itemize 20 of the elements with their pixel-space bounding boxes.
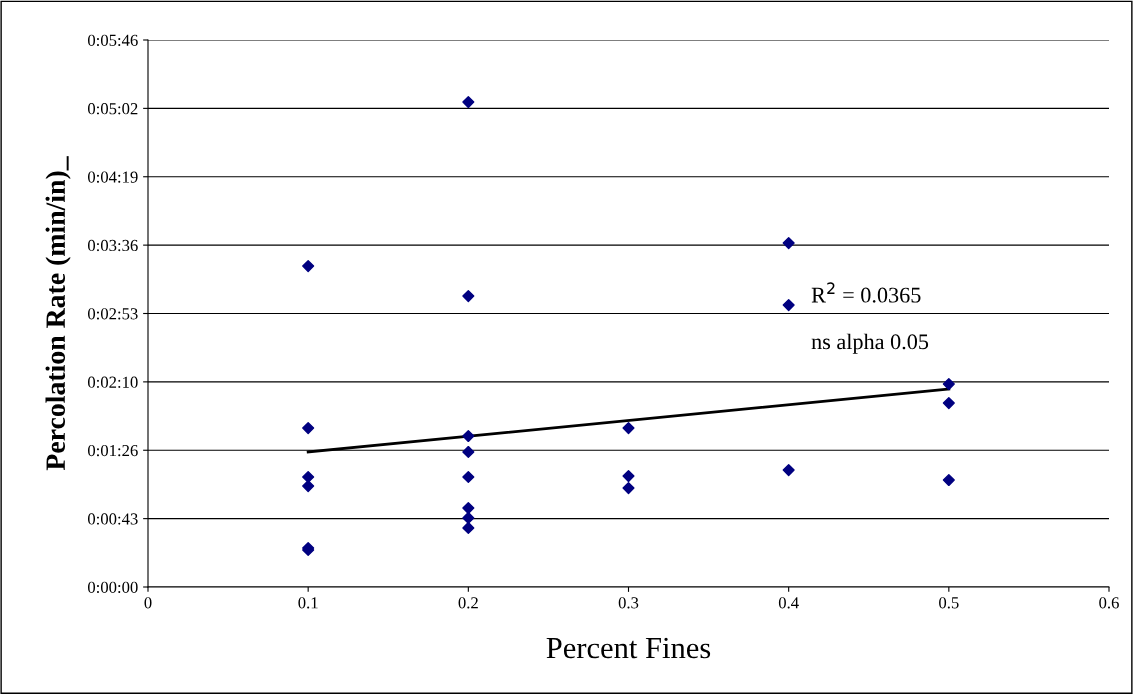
y-tick-label: 0:01:26: [87, 444, 138, 457]
y-tick-label: 0:03:36: [87, 239, 138, 252]
y-tick-label: 0:00:43: [87, 513, 138, 525]
y-tick-label: 0:05:02: [87, 103, 138, 115]
x-tick-label: 0.3: [618, 597, 639, 609]
y-tick-label: 0:00:00: [87, 581, 138, 594]
x-tick-label: 0: [144, 597, 152, 609]
x-tick-label: 0.1: [298, 597, 318, 609]
x-tick-label: 0.6: [1099, 597, 1119, 609]
x-tick-label: 0.5: [939, 597, 959, 609]
annotation: ns alpha 0.05: [811, 333, 929, 354]
y-tick-label: 0:05:46: [87, 34, 138, 47]
y-axis-title: Percolation Rate (min/in)_: [45, 156, 71, 471]
x-tick-label: 0.4: [778, 597, 799, 609]
x-axis-title: Percent Fines: [546, 637, 711, 659]
y-tick-label: 0:02:10: [87, 376, 138, 388]
annotation: R$^{2}$ = 0.0365: [811, 282, 921, 303]
x-tick-label: 0.2: [458, 597, 478, 609]
y-tick-label: 0:02:53: [87, 308, 138, 320]
y-tick-label: 0:04:19: [87, 171, 138, 183]
